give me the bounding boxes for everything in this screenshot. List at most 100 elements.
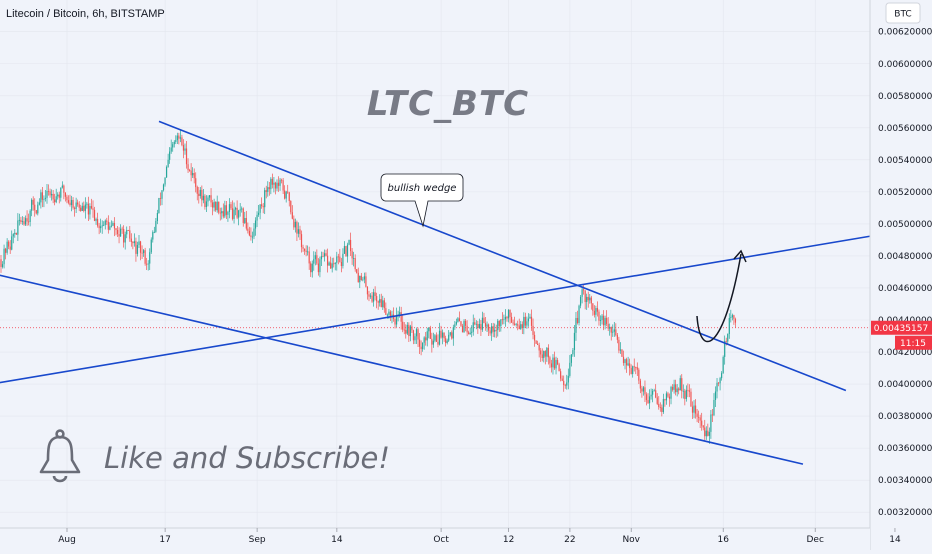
candle-body [383,300,385,309]
candle-body [271,178,273,185]
candle-body [431,338,433,345]
trendline[interactable] [0,234,877,403]
y-tick-label: 0.00360000 [878,444,932,454]
x-tick-label: 12 [503,535,514,545]
candle-body [221,211,223,214]
candle-body [713,399,715,416]
time-axis[interactable]: Aug 17 Sep 14 Oct 12 22 Nov 16 Dec 14 [0,527,901,550]
candle-body [512,322,514,324]
candle-body [44,197,47,199]
candle-body [311,263,313,273]
candle-body [248,230,250,236]
candle-body [14,232,16,235]
candle-body [138,241,140,245]
trendline[interactable] [158,120,847,392]
candle-body [445,338,447,344]
candle-body [483,317,485,324]
candle-body [73,207,76,209]
candle-body [173,141,175,145]
candle-body [412,330,415,341]
candle-body [116,230,119,235]
candle-body [402,321,404,330]
candle-body [92,208,94,210]
candle-body [303,248,306,251]
candle-body [247,228,249,231]
candle-body [558,364,560,372]
candle-body [586,296,588,303]
candle-body [107,221,109,230]
candle-body [691,406,694,413]
candle-body [78,204,80,208]
candle-body [291,212,293,219]
candle-body [253,228,255,237]
trendline[interactable] [0,274,804,465]
candle-body [225,205,227,215]
candle-body [204,195,206,207]
candle-body [310,263,312,273]
candle-body [728,317,730,334]
candle-body [667,393,669,397]
candle-body [501,319,503,321]
candle-body [543,351,545,358]
candle-body [420,346,422,350]
candle-body [129,230,131,239]
candle-body [284,190,286,199]
candle-body [326,255,329,266]
bullish-wedge-callout[interactable]: bullish wedge [380,173,464,228]
candle-body [119,228,122,237]
currency-badge[interactable] [885,2,921,24]
candle-body [277,182,280,186]
candle-body [517,324,519,326]
candle-body [144,250,146,264]
candle-body [675,384,677,393]
candle-body [395,314,398,325]
candle-body [282,180,284,191]
candle-body [699,417,701,421]
candle-body [31,199,33,211]
candle-body [4,248,7,253]
candle-body [645,394,648,401]
candle-body [170,147,172,152]
candle-body [265,190,267,192]
candle-body [98,225,100,229]
candle-body [389,311,392,317]
candle-body [228,204,231,212]
candle-body [495,329,497,331]
candle-body [521,324,523,328]
price-axis[interactable]: BTC 0.00620000 0.00600000 0.00580000 0.0056… [869,0,932,550]
candle-body [50,193,53,196]
candle-body [602,315,605,326]
candle-body [665,393,668,401]
candle-body [734,318,737,323]
candle-body [238,210,240,218]
candle-body [655,390,657,398]
callout-text: bullish wedge [388,183,457,194]
candle-body [693,405,695,413]
candle-body [222,211,224,217]
candle-body [187,164,189,171]
candle-body [202,195,204,201]
candle-body [207,197,209,202]
candle-body [676,388,678,393]
candle-body [540,350,542,355]
candle-body [162,184,165,191]
candle-body [302,247,304,249]
candle-body [572,350,574,355]
candle-body [607,323,609,329]
candle-body [101,225,103,227]
candle-body [224,205,226,217]
candle-body [497,320,499,331]
candle-body [26,218,28,222]
bell-icon [39,429,81,483]
candle-body [636,367,638,370]
candle-body [47,190,50,192]
candle-body [532,325,534,335]
candle-body [9,246,11,250]
candle-body [153,231,155,233]
candle-body [446,340,448,344]
candle-body [0,259,2,267]
candle-body [423,337,425,343]
candle-body [458,318,461,322]
candle-body [124,234,126,243]
